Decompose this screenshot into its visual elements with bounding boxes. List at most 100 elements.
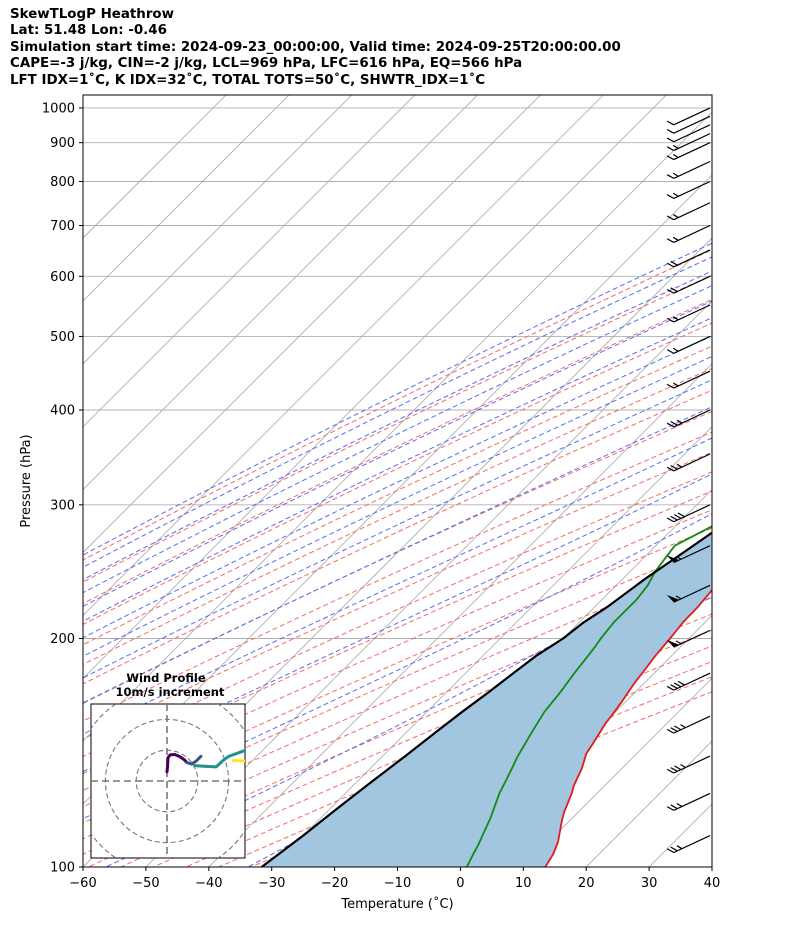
isotherm-line — [208, 363, 712, 867]
hodograph-trace — [193, 749, 245, 769]
moist-adiabat — [83, 335, 712, 639]
isotherm-line — [83, 95, 353, 365]
title-line-2: Lat: 51.48 Lon: -0.46 — [10, 23, 167, 39]
isotherm-line — [83, 111, 712, 742]
moist-adiabat — [83, 512, 712, 820]
isotherm-line — [83, 95, 604, 616]
wind-barb — [666, 835, 711, 854]
dry-adiabat — [83, 451, 712, 740]
y-tick-label: 800 — [50, 175, 75, 190]
y-tick-label: 500 — [50, 330, 75, 345]
y-tick-label: 900 — [50, 136, 75, 151]
temperature-line — [544, 588, 712, 867]
wind-barb — [666, 584, 711, 603]
isotherm-line — [648, 803, 712, 867]
isotherm-line — [83, 95, 227, 239]
moist-adiabat — [83, 270, 712, 581]
moist-adiabat — [83, 300, 712, 607]
title-line-5: LFT IDX=1˚C, K IDX=32˚C, TOTAL TOTS=50˚C… — [10, 72, 486, 88]
moist-adiabat — [83, 355, 712, 657]
wind-barb — [666, 180, 711, 199]
title-line-3: Simulation start time: 2024-09-23_00:00:… — [10, 39, 621, 55]
wind-barb — [666, 304, 711, 323]
moist-adiabat — [83, 256, 712, 568]
x-tick-label: 30 — [641, 876, 658, 891]
wind-barbs — [666, 107, 711, 854]
x-tick-label: −40 — [195, 876, 222, 891]
axes: −60 −50 −40 −30 −20 −10 0 10 20 30 40 1000 900 800 700… — [42, 101, 720, 891]
wind-barb — [666, 202, 711, 221]
dry-adiabat — [83, 490, 712, 775]
dewpoint-line — [465, 525, 712, 867]
wind-barb — [666, 115, 711, 134]
title-block: SkewTLogP Heathrow Lat: 51.48 Lon: -0.46… — [10, 7, 621, 89]
x-tick-label: −30 — [258, 876, 285, 891]
wind-barb — [666, 160, 711, 179]
moist-adiabat — [83, 437, 712, 735]
hodograph-trace — [185, 754, 203, 766]
y-tick-label: 300 — [50, 498, 75, 513]
y-tick-label: 600 — [50, 270, 75, 285]
y-tick-label: 400 — [50, 403, 75, 418]
cape-area — [261, 532, 712, 867]
wind-barb — [666, 629, 711, 648]
isotherm-line — [145, 300, 712, 867]
y-tick-label: 1000 — [42, 101, 75, 116]
dry-adiabat — [83, 527, 712, 808]
isotherm-line — [83, 95, 542, 554]
parcel-line — [260, 531, 712, 867]
wind-barb — [666, 715, 711, 734]
wind-barb — [666, 504, 711, 523]
isotherm-line — [522, 677, 712, 867]
moist-adiabat — [83, 317, 712, 622]
hodograph-title: Wind Profile — [126, 671, 206, 685]
x-tick-label: 0 — [456, 876, 464, 891]
wind-barb — [666, 453, 711, 472]
plot-area — [260, 525, 712, 867]
x-tick-label: −10 — [384, 876, 411, 891]
x-axis-label: Temperature (˚C) — [340, 896, 453, 912]
wind-barb — [666, 275, 711, 294]
wind-barb — [666, 142, 711, 161]
y-tick-label: 200 — [50, 632, 75, 647]
wind-barb — [666, 409, 711, 428]
title-line-1: SkewTLogP Heathrow — [10, 7, 175, 22]
wind-barb — [666, 672, 711, 691]
isotherm-line — [83, 95, 290, 302]
title-line-4: CAPE=-3 j/kg, CIN=-2 j/kg, LCL=969 hPa, … — [10, 56, 523, 72]
wind-barb — [666, 107, 711, 126]
y-tick-label: 700 — [50, 219, 75, 234]
isotherm-line — [271, 426, 712, 867]
x-tick-label: −50 — [132, 876, 159, 891]
isotherm-line — [83, 95, 667, 679]
wind-barb — [666, 224, 711, 243]
x-tick-label: 10 — [515, 876, 532, 891]
dry-adiabat — [83, 274, 712, 583]
x-tick-label: 20 — [578, 876, 595, 891]
wind-barb — [666, 545, 711, 564]
wind-barb — [666, 124, 711, 143]
wind-barb — [666, 792, 711, 811]
moist-adiabat — [83, 379, 712, 679]
wind-barb — [666, 755, 711, 774]
dry-adiabat — [83, 298, 712, 605]
isotherm-line — [740, 77, 794, 902]
x-tick-label: 40 — [704, 876, 721, 891]
y-tick-label: 100 — [50, 861, 75, 876]
wind-barb — [666, 370, 711, 389]
wind-barb — [666, 249, 711, 268]
hodograph — [90, 703, 246, 859]
hodograph-trace — [165, 753, 189, 774]
moist-adiabat — [83, 242, 712, 556]
hodograph-subtitle: 10m/s increment — [116, 685, 225, 699]
y-axis-label: Pressure (hPa) — [19, 434, 34, 527]
mixing-ratio-line — [726, 92, 794, 305]
moist-adiabat — [83, 285, 712, 594]
isotherm-line — [83, 95, 416, 428]
wind-barb — [666, 335, 711, 354]
dry-adiabat — [83, 367, 712, 666]
isotherm-line — [585, 740, 712, 867]
dry-adiabat — [83, 249, 712, 561]
x-tick-label: −20 — [321, 876, 348, 891]
